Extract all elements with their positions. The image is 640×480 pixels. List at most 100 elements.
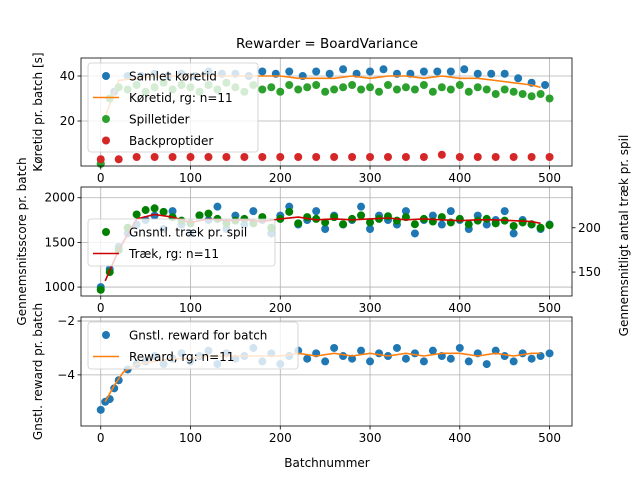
series-2-point-38 — [437, 83, 446, 92]
series-0-point-43 — [464, 357, 473, 366]
series-3-point-21 — [473, 153, 482, 161]
series-0-point-31 — [357, 346, 366, 355]
legend-marker-3 — [102, 136, 110, 145]
series-3-point-12 — [312, 153, 321, 161]
series-1-point-47 — [518, 218, 527, 227]
series-2-point-25 — [321, 87, 330, 96]
series-0-point-29 — [357, 202, 366, 211]
series-1-point-27 — [339, 220, 348, 229]
x-tick-label-5: 500 — [538, 431, 561, 445]
series-0-point-0 — [96, 405, 105, 414]
series-2-point-35 — [410, 85, 419, 94]
series-0-point-14 — [285, 67, 294, 76]
series-0-point-27 — [460, 65, 469, 74]
x-tick-label-5: 500 — [538, 301, 561, 315]
panel-runtime: 0 100 200 300 400 500 20 40 Køretid pr. batch [s… — [31, 52, 573, 185]
series-3-point-24 — [527, 153, 536, 161]
series-0-point-28 — [330, 343, 339, 352]
y-tick-label-1: 40 — [60, 69, 75, 83]
series-3-point-0 — [96, 155, 105, 164]
series-1-point-4 — [132, 210, 141, 219]
series-2-point-23 — [303, 83, 312, 92]
series-0-point-28 — [473, 69, 482, 78]
series-0-point-52 — [545, 349, 554, 358]
series-3-point-18 — [419, 153, 428, 161]
series-2-point-49 — [536, 90, 545, 98]
series-0-point-47 — [500, 352, 509, 361]
series-0-point-39 — [446, 207, 455, 216]
series-2-point-39 — [446, 85, 455, 94]
series-3-point-5 — [186, 153, 195, 161]
y-right-tick-label-0: 150 — [578, 265, 601, 279]
series-1-point-21 — [285, 207, 294, 216]
series-1-point-40 — [455, 214, 464, 223]
legend: Samlet køretid Køretid, rg: n=11 Spilletid… — [87, 62, 259, 153]
series-0-point-32 — [366, 357, 375, 366]
series-3-point-13 — [330, 153, 339, 161]
x-tick-label-1: 100 — [179, 171, 202, 185]
series-2-point-45 — [500, 85, 509, 94]
panel-frame — [80, 316, 573, 427]
series-0-point-12 — [258, 67, 267, 76]
y-right-axis-label: Gennemsnitligt antal træk pr. spil — [617, 135, 631, 337]
series-2-point-44 — [491, 90, 500, 98]
series-0-point-8 — [168, 207, 177, 216]
x-tick-label-4: 400 — [448, 171, 471, 185]
series-2-point-24 — [312, 81, 321, 89]
series-0-point-24 — [419, 67, 428, 76]
series-2-point-18 — [258, 85, 267, 94]
x-tick-label-1: 100 — [179, 301, 202, 315]
x-axis-label: Batchnummer — [284, 456, 369, 470]
series-0-point-6 — [150, 211, 159, 220]
series-0-point-27 — [321, 357, 330, 366]
y-axis-label: Gnstl. reward pr. batch — [31, 303, 45, 440]
legend-marker-2 — [102, 115, 110, 123]
series-0-point-50 — [527, 354, 536, 363]
series-1-point-43 — [482, 214, 491, 223]
legend-label-2: Spilletider — [129, 113, 190, 127]
series-2-line — [104, 213, 541, 282]
y-tick-label-1: −2 — [57, 314, 75, 328]
series-0-point-38 — [419, 357, 428, 366]
series-0-point-17 — [249, 207, 258, 216]
series-1-point-22 — [294, 219, 303, 228]
legend-marker-0 — [102, 228, 110, 236]
series-3-point-19 — [437, 150, 446, 159]
series-2-point-31 — [375, 87, 384, 96]
series-3-point-1 — [114, 155, 123, 164]
legend-label-3: Backproptider — [129, 134, 213, 148]
series-0-point-34 — [401, 207, 410, 216]
series-0-point-37 — [410, 349, 419, 358]
series-0-point-45 — [482, 360, 491, 369]
series-0-point-17 — [325, 69, 334, 78]
x-tick-label-5: 500 — [538, 171, 561, 185]
x-tick-label-2: 200 — [269, 171, 292, 185]
series-1-point-23 — [303, 213, 312, 222]
series-2-point-22 — [294, 85, 303, 94]
series-2-point-30 — [366, 83, 375, 92]
legend-marker-0 — [102, 331, 110, 339]
series-0-point-13 — [213, 202, 222, 211]
x-tick-label-1: 100 — [179, 431, 202, 445]
series-3-point-22 — [491, 153, 500, 161]
series-2-point-26 — [330, 85, 339, 94]
series-0-point-29 — [487, 69, 496, 78]
series-0-point-37 — [428, 211, 437, 220]
chart-title: Rewarder = BoardVariance — [236, 36, 418, 52]
legend-label-0: Gnstl. reward for batch — [129, 329, 267, 343]
y-tick-label-0: −4 — [57, 368, 75, 382]
legend-label-1: Træk, rg: n=11 — [128, 247, 219, 261]
series-1-point-0 — [96, 285, 105, 294]
series-1-point-42 — [473, 216, 482, 225]
series-0-point-30 — [348, 354, 357, 363]
series-1-point-44 — [491, 219, 500, 228]
x-tick-label-0: 0 — [97, 431, 105, 445]
legend-label-0: Samlet køretid — [129, 70, 217, 84]
series-0-point-46 — [491, 346, 500, 355]
y-tick-label-2: 2000 — [44, 191, 75, 205]
series-0-point-21 — [379, 65, 388, 74]
series-1-point-26 — [330, 213, 339, 222]
legend-box — [87, 321, 299, 370]
series-2-point-27 — [339, 83, 348, 92]
series-0-point-30 — [366, 224, 375, 233]
